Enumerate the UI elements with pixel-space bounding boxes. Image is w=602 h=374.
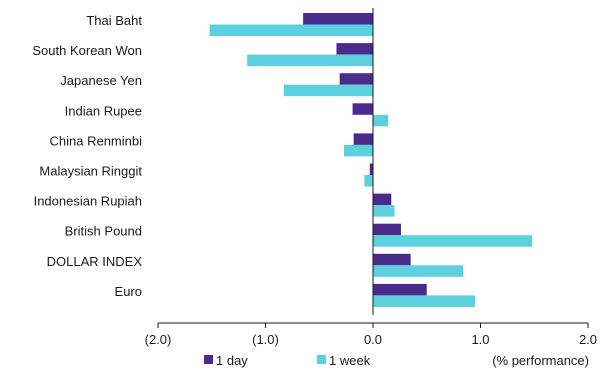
bar-1-day (303, 13, 373, 25)
category-label: British Pound (65, 224, 142, 239)
bar-1-day (353, 133, 373, 145)
bar-1-week (373, 295, 476, 307)
legend-label: 1 day (216, 353, 248, 368)
bar-1-week (373, 235, 533, 247)
category-label: DOLLAR INDEX (47, 254, 143, 269)
category-label: South Korean Won (32, 43, 142, 58)
bar-1-week (283, 84, 373, 97)
labels-layer: Thai Baht South Korean Won Japanese Yen Ind… (32, 13, 142, 299)
legend-swatch (317, 355, 326, 364)
category-label: Thai Baht (86, 13, 142, 28)
bar-1-week (373, 114, 389, 127)
bar-1-day (373, 253, 411, 266)
bar-1-day (369, 163, 373, 175)
bar-1-day (336, 43, 373, 55)
x-tick-label: (2.0) (145, 332, 172, 347)
category-label: China Renminbi (50, 133, 143, 148)
x-tick-label: 2.0 (579, 332, 597, 347)
bar-1-day (373, 283, 427, 296)
category-label: Malaysian Ringgit (39, 164, 142, 179)
legend-label: 1 week (329, 353, 371, 368)
axis-layer: (2.0) (1.0) 0.0 1.0 2.0 (145, 8, 597, 347)
category-label: Japanese Yen (60, 73, 142, 88)
bar-1-day (373, 193, 392, 206)
bar-1-week (247, 54, 373, 67)
category-label: Euro (115, 284, 142, 299)
category-label: Indonesian Rupiah (34, 194, 142, 209)
bar-1-day (352, 103, 373, 115)
x-tick-label: 0.0 (364, 332, 382, 347)
bar-1-day (373, 223, 401, 236)
bar-1-day (339, 73, 373, 85)
bar-1-week (373, 205, 395, 217)
bar-1-week (364, 175, 373, 187)
x-axis-title: (% performance) (492, 353, 589, 368)
bar-1-week (343, 144, 373, 157)
bar-1-week (209, 24, 373, 36)
bar-1-week (373, 265, 464, 277)
bars-layer (209, 13, 533, 307)
x-tick-label: 1.0 (471, 332, 489, 347)
legend-swatch (204, 355, 213, 364)
category-label: Indian Rupee (65, 103, 142, 118)
legend: 1 day 1 week (% performance) (204, 353, 589, 368)
x-tick-label: (1.0) (252, 332, 279, 347)
